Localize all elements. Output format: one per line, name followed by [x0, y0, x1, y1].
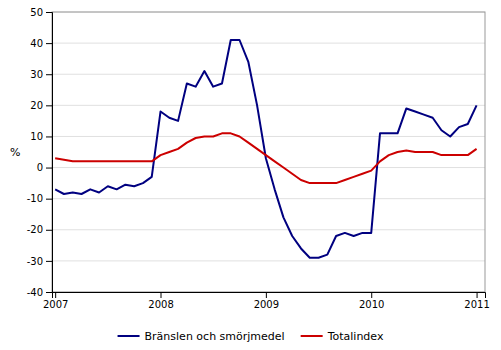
x-tick: 2007 [43, 292, 68, 310]
y-tick-mark [46, 136, 52, 137]
x-tick-label: 2010 [359, 299, 384, 310]
y-tick-label: -10 [27, 193, 43, 204]
plot-frame [52, 12, 485, 292]
y-tick-mark [46, 168, 52, 169]
x-tick: 2009 [254, 292, 279, 310]
y-tick: 10 [30, 131, 52, 142]
y-tick-mark [46, 12, 52, 13]
y-axis-title: % [10, 146, 20, 159]
grid-line [52, 105, 485, 106]
x-tick-mark [161, 292, 162, 298]
y-tick: -30 [27, 256, 52, 267]
y-tick-label: -30 [27, 256, 43, 267]
x-tick-mark [266, 292, 267, 298]
y-tick-label: -40 [27, 287, 43, 298]
grid [52, 12, 485, 292]
chart: 2007 2008 2009 2010 2011 -40 -30 -20 -10 0 10 20 30 4… [0, 0, 501, 350]
y-tick-mark [46, 74, 52, 75]
x-tick-label: 2008 [148, 299, 173, 310]
x-tick-label: 2009 [254, 299, 279, 310]
legend: Bränslen och smörjmedel Totalindex [118, 330, 384, 343]
plot: 2007 2008 2009 2010 2011 -40 -30 -20 -10 0 10 20 30 4… [27, 7, 490, 310]
y-tick-mark [46, 261, 52, 262]
y-tick-mark [46, 43, 52, 44]
y-tick: 0 [37, 162, 52, 173]
series-line [55, 133, 476, 183]
y-tick: 50 [30, 7, 52, 18]
series-line [55, 40, 476, 258]
y-tick-label: 0 [37, 162, 43, 173]
x-tick-mark [477, 292, 478, 298]
y-tick: 20 [30, 100, 52, 111]
x-tick: 2011 [464, 292, 489, 310]
x-tick: 2008 [148, 292, 173, 310]
y-axis-line [46, 13, 53, 293]
x-tick-label: 2011 [464, 299, 489, 310]
x-tick: 2010 [359, 292, 384, 310]
legend-item: Totalindex [301, 330, 384, 343]
y-tick: 30 [30, 69, 52, 80]
grid-line [52, 198, 485, 199]
y-tick-mark [46, 230, 52, 231]
y-tick: -40 [27, 287, 52, 298]
x-tick-mark [55, 292, 56, 298]
y-tick: 40 [30, 38, 52, 49]
legend-item: Bränslen och smörjmedel [118, 330, 285, 343]
y-tick-label: 20 [30, 100, 43, 111]
grid-line [52, 136, 485, 137]
y-tick-label: -20 [27, 224, 43, 235]
y-tick-label: 30 [30, 69, 43, 80]
x-tick-mark [371, 292, 372, 298]
grid-line [52, 260, 485, 261]
x-axis: 2007 2008 2009 2010 2011 [43, 292, 490, 310]
lines [55, 40, 476, 258]
x-axis-line [53, 293, 486, 299]
grid-line [52, 74, 485, 75]
y-tick: -20 [27, 224, 52, 235]
y-axis: -40 -30 -20 -10 0 10 20 30 40 50 [27, 7, 53, 298]
y-tick-mark [46, 199, 52, 200]
y-tick-mark [46, 292, 52, 293]
legend-swatch [118, 335, 140, 337]
legend-swatch [301, 335, 323, 337]
y-tick: -10 [27, 193, 52, 204]
y-tick-label: 40 [30, 38, 43, 49]
legend-label: Bränslen och smörjmedel [145, 330, 285, 343]
y-tick-label: 50 [30, 7, 43, 18]
x-tick-label: 2007 [43, 299, 68, 310]
grid-line [52, 43, 485, 44]
grid-line [52, 229, 485, 230]
y-tick-mark [46, 105, 52, 106]
y-tick-label: 10 [30, 131, 43, 142]
legend-label: Totalindex [327, 330, 384, 343]
